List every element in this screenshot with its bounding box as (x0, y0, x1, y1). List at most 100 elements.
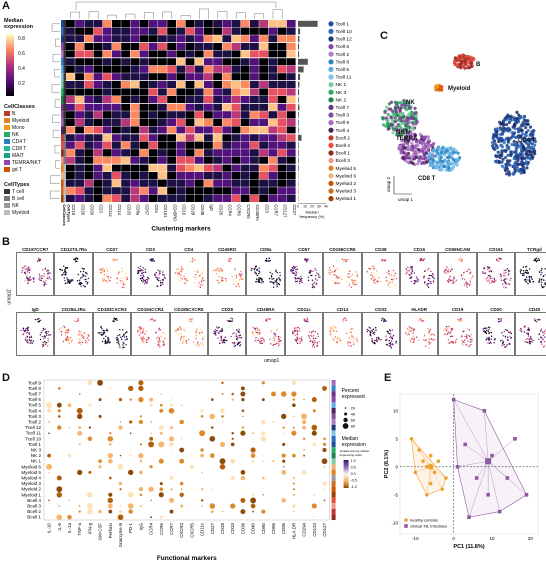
heatmap-cell (231, 134, 241, 142)
umap-point (240, 270, 242, 273)
umap-point (372, 281, 374, 283)
umap-point (404, 104, 408, 108)
umap-point (445, 272, 448, 274)
umap-point (268, 257, 271, 259)
umap-point (83, 270, 85, 273)
umap-point (162, 271, 164, 273)
umap-point (471, 339, 473, 342)
umap-point (79, 281, 81, 284)
heatmap-cell (222, 50, 232, 58)
umap-point (78, 330, 81, 332)
umap-point (391, 130, 395, 135)
umap-point (404, 127, 408, 132)
umap-point (123, 269, 125, 271)
cluster-b (452, 53, 476, 70)
umap-point (259, 341, 261, 343)
dotplot-dot (219, 458, 226, 465)
umap-point (369, 330, 371, 333)
umap-point (63, 325, 65, 328)
dotplot-dot (281, 470, 287, 475)
heatmap-cell (158, 149, 167, 157)
heatmap-cell (148, 58, 158, 66)
umap-point (61, 334, 63, 336)
umap-point (416, 276, 418, 278)
legend-label: Mono (12, 124, 25, 131)
umap-point (512, 164, 516, 169)
umap-point (255, 327, 258, 329)
umap-point (182, 342, 185, 344)
umap-point (186, 279, 189, 282)
heatmap-cell (102, 73, 112, 81)
heatmap-cell (268, 149, 278, 157)
heatmap-cell (84, 103, 94, 111)
dotplot-dot (87, 436, 93, 442)
umap-point (101, 279, 104, 282)
umap-point (100, 269, 103, 272)
row-dendrogram (49, 23, 60, 199)
heatmap-cell (222, 88, 232, 96)
dotplot-dot (219, 464, 226, 470)
heatmap-cell (185, 73, 195, 81)
umap-point (392, 278, 395, 280)
umap-marker-panel: IgD (16, 307, 55, 356)
umap-point (238, 331, 241, 334)
celltype-strip (63, 149, 66, 157)
heatmap-cell (277, 134, 287, 142)
umap-point (529, 337, 532, 339)
cluster-nkt (397, 132, 436, 167)
heatmap-cell (93, 50, 103, 58)
heatmap-cell (240, 111, 250, 119)
umap-point (391, 281, 393, 284)
healthy-spoke (419, 449, 431, 467)
umap-point (82, 333, 85, 335)
heatmap-cell (259, 80, 268, 88)
umap-point (231, 283, 234, 285)
dotplot-dot (57, 415, 61, 418)
umap-point (417, 159, 421, 163)
umap-point (65, 268, 67, 270)
umap-point (299, 340, 302, 342)
umap-point (100, 328, 103, 330)
umap-point (388, 339, 390, 342)
umap-point (201, 284, 204, 286)
frequency-bar (298, 157, 299, 164)
heatmap-cell (286, 35, 296, 43)
heatmap-cell (112, 88, 121, 96)
umap-point (223, 277, 225, 280)
umap-mini (328, 317, 359, 347)
umap-point (503, 155, 508, 160)
heatmap-cell (176, 179, 186, 187)
umap-point (296, 278, 298, 280)
heatmap-cell (204, 58, 213, 66)
umap-point (333, 265, 335, 268)
umap-point (411, 125, 415, 129)
umap-point (258, 272, 260, 275)
heatmap-cell (185, 103, 195, 111)
umap-point (140, 274, 142, 277)
heatmap-cell (286, 134, 296, 142)
umap-point (43, 283, 45, 286)
dotplot-dot (170, 426, 173, 430)
healthy-point (432, 470, 437, 475)
dotplot-dot (221, 381, 224, 385)
umap-point (39, 258, 41, 260)
heatmap-cell (93, 126, 103, 134)
umap-point (23, 331, 26, 333)
umap-point (427, 155, 432, 159)
umap-point (448, 325, 451, 328)
umap-point (151, 318, 153, 321)
dotplot-dot (241, 426, 245, 430)
umap-point (419, 260, 421, 262)
dotplot-dot (240, 386, 245, 391)
umap-point (329, 269, 332, 271)
umap-point (375, 336, 377, 339)
umap-point (407, 106, 412, 110)
heatmap-cell (176, 58, 186, 66)
umap-point (403, 146, 407, 150)
umap-point (279, 278, 281, 280)
umap-point (483, 266, 485, 269)
cluster-dot (328, 158, 334, 164)
dotplot-column-label: HLA-DR (291, 523, 296, 539)
umap-point (268, 260, 270, 262)
heatmap-cell (185, 141, 195, 149)
